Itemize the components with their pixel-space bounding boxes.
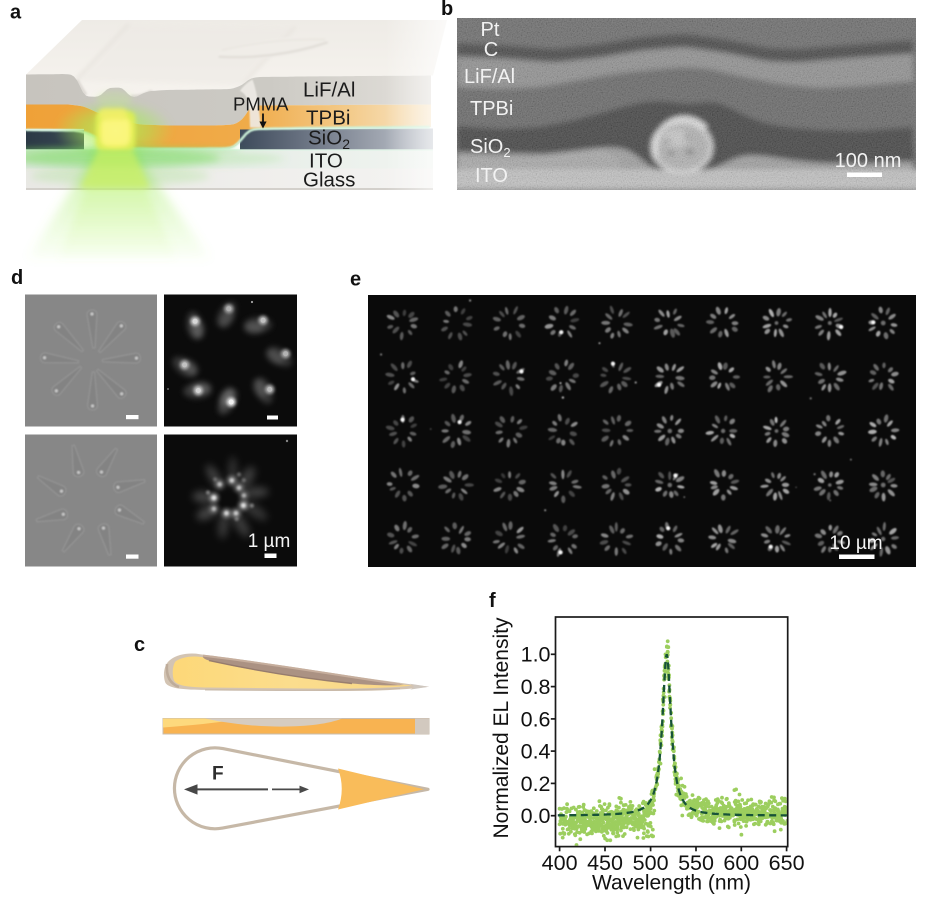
svg-text:0.0: 0.0 bbox=[521, 804, 551, 828]
svg-text:550: 550 bbox=[678, 851, 714, 875]
svg-text:F: F bbox=[212, 764, 224, 785]
svg-text:Glass: Glass bbox=[303, 169, 355, 192]
svg-text:ITO: ITO bbox=[309, 150, 343, 173]
svg-text:0.2: 0.2 bbox=[521, 772, 551, 796]
svg-text:a: a bbox=[10, 2, 22, 24]
svg-text:d: d bbox=[11, 267, 23, 289]
svg-text:0.8: 0.8 bbox=[521, 675, 551, 699]
svg-text:10 µm: 10 µm bbox=[829, 533, 882, 554]
svg-text:LiF/Al: LiF/Al bbox=[303, 79, 355, 102]
svg-text:0.6: 0.6 bbox=[521, 707, 551, 731]
svg-text:1.0: 1.0 bbox=[521, 643, 551, 667]
svg-text:f: f bbox=[489, 590, 496, 612]
svg-text:C: C bbox=[484, 39, 498, 61]
svg-text:TPBi: TPBi bbox=[306, 106, 350, 129]
svg-text:b: b bbox=[441, 0, 453, 20]
svg-text:TPBi: TPBi bbox=[470, 98, 513, 120]
svg-text:1 µm: 1 µm bbox=[248, 531, 291, 552]
svg-text:450: 450 bbox=[587, 851, 623, 875]
svg-text:LiF/Al: LiF/Al bbox=[464, 66, 515, 88]
svg-text:Wavelength (nm): Wavelength (nm) bbox=[592, 872, 751, 895]
svg-text:0.4: 0.4 bbox=[521, 740, 551, 764]
svg-text:PMMA: PMMA bbox=[233, 94, 289, 115]
svg-text:100 nm: 100 nm bbox=[835, 150, 902, 172]
svg-text:Normalized EL Intensity: Normalized EL Intensity bbox=[490, 617, 513, 838]
svg-text:ITO: ITO bbox=[475, 165, 508, 187]
svg-text:Pt: Pt bbox=[481, 19, 500, 41]
svg-text:c: c bbox=[134, 634, 145, 656]
svg-text:e: e bbox=[350, 269, 361, 291]
svg-text:650: 650 bbox=[769, 851, 805, 875]
svg-text:500: 500 bbox=[633, 851, 669, 875]
svg-text:400: 400 bbox=[542, 851, 578, 875]
svg-text:600: 600 bbox=[723, 851, 759, 875]
